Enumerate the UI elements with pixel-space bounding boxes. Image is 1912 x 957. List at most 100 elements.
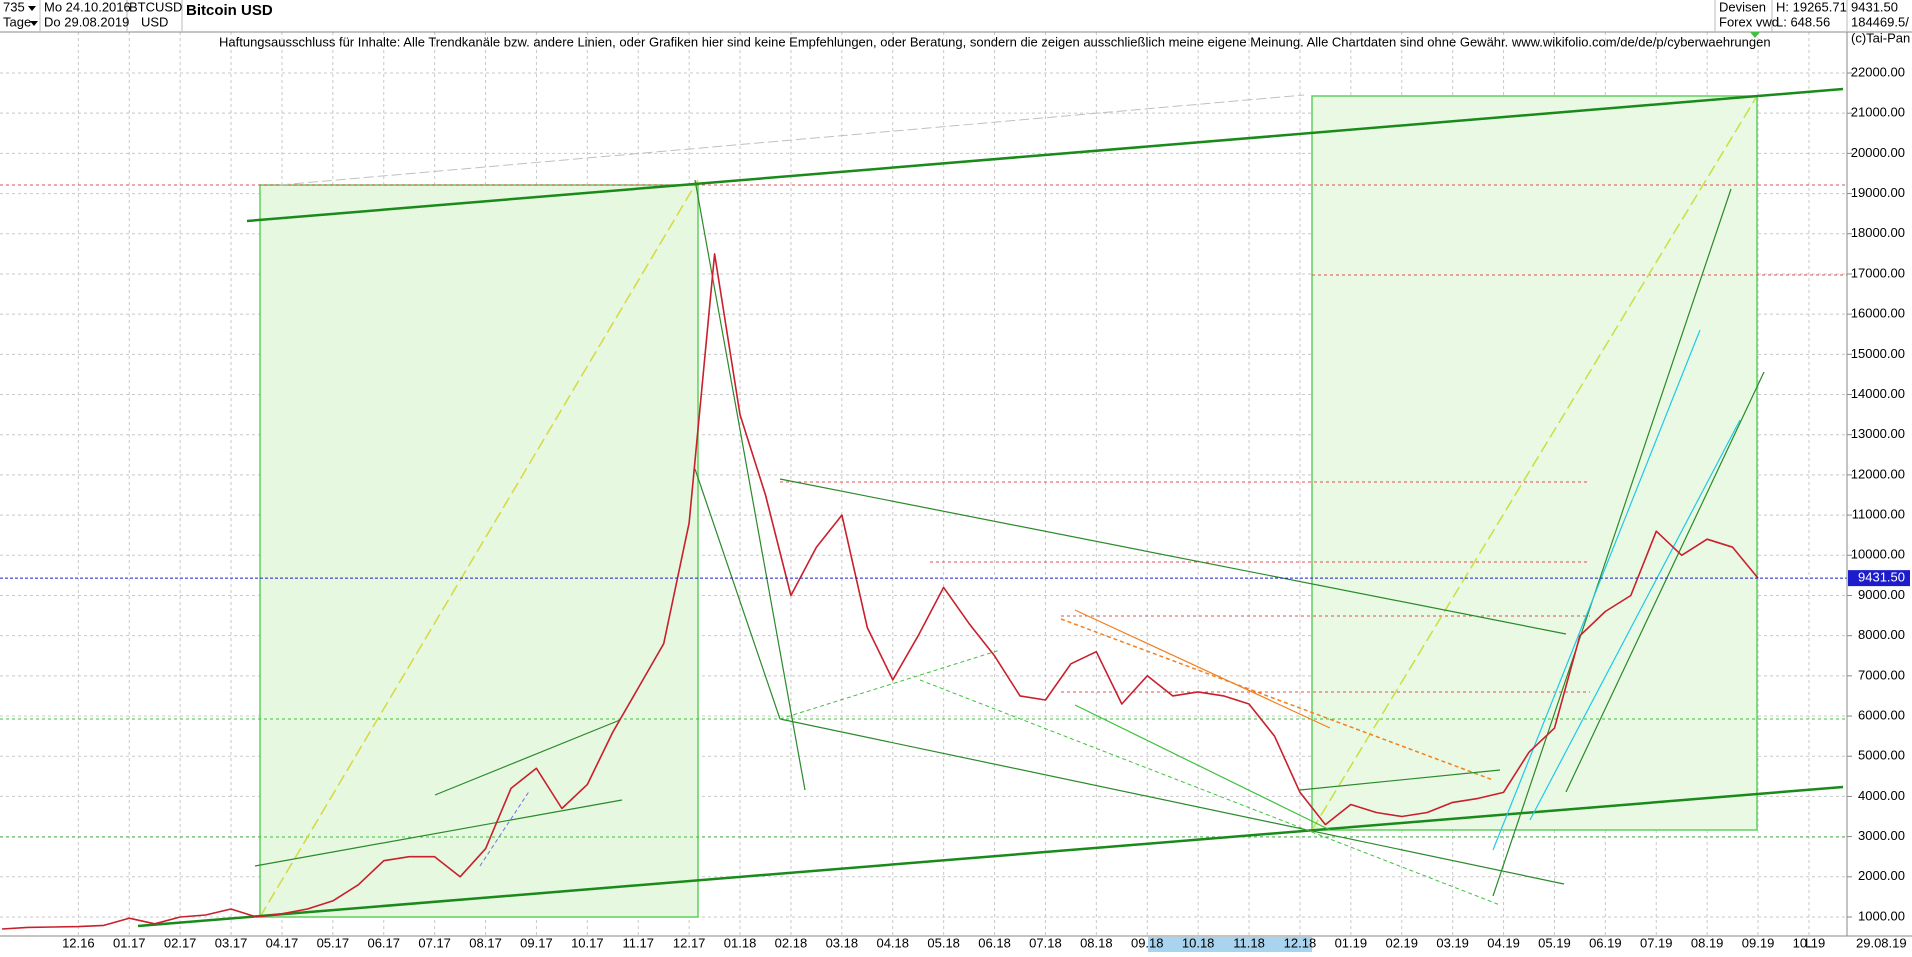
- y-tick-label: 11000.00: [1852, 507, 1905, 522]
- y-axis: 1000.00 2000.00 3000.00 4000.00 5000.00 6000.…: [1847, 64, 1910, 923]
- y-tick-label: 1000.00: [1858, 908, 1905, 923]
- currency: USD: [141, 14, 168, 29]
- y-tick-label: 13000.00: [1851, 426, 1905, 441]
- instrument-name: Bitcoin USD: [186, 2, 273, 19]
- y-tick-label: 12000.00: [1851, 466, 1905, 481]
- x-tick-label: 02.17: [164, 935, 197, 950]
- x-tick-label: 03.19: [1436, 935, 1469, 950]
- x-tick-label: 09.17: [520, 935, 553, 950]
- y-tick-label: 2000.00: [1858, 868, 1905, 883]
- last-price-label: 9431.50: [1858, 570, 1905, 585]
- x-tick-label: 05.17: [317, 935, 350, 950]
- period-count[interactable]: 735: [3, 0, 25, 14]
- disclaimer: Haftungsausschluss für Inhalte: Alle Tre…: [219, 34, 1771, 49]
- x-tick-label: 06.18: [978, 935, 1011, 950]
- selection-band: [1148, 937, 1312, 952]
- y-tick-label: 20000.00: [1851, 145, 1905, 160]
- x-tick-label: 09.18: [1131, 935, 1164, 950]
- x-tick-label: 04.19: [1487, 935, 1520, 950]
- trend-drawings: [0, 87, 1847, 928]
- x-axis: 12.16 01.17 02.17 03.17 04.17 05.17 06.17 07.17…: [62, 935, 1825, 950]
- market: Devisen: [1719, 0, 1766, 14]
- x-tick-label: 07.17: [418, 935, 451, 950]
- end-date: Do 29.08.2019: [44, 14, 129, 29]
- x-tick-label: 12.16: [62, 935, 95, 950]
- x-tick-label: 09.19: [1742, 935, 1775, 950]
- y-tick-label: 19000.00: [1851, 185, 1905, 200]
- x-axis-band: [0, 936, 1912, 952]
- trend-line: [1074, 704, 1331, 831]
- trend-line: [259, 179, 699, 918]
- x-tick-label: 03.18: [826, 935, 859, 950]
- y-tick-label: 10000.00: [1851, 547, 1905, 562]
- y-tick-label: 5000.00: [1858, 748, 1905, 763]
- volume: 184469.5/: [1851, 14, 1909, 29]
- x-tick-label: 10.19: [1793, 935, 1826, 950]
- price-line: [1, 253, 1759, 930]
- x-tick-label: 02.19: [1385, 935, 1418, 950]
- trend-line: [1311, 95, 1758, 831]
- trend-line: [279, 94, 1305, 186]
- trend-line: [779, 718, 1565, 885]
- x-tick-label: 02.18: [775, 935, 808, 950]
- x-tick-label: 07.18: [1029, 935, 1062, 950]
- symbol: BTCUSD: [129, 0, 182, 14]
- x-tick-label: 10.18: [1182, 935, 1215, 950]
- x-tick-label: 05.18: [927, 935, 960, 950]
- y-tick-label: 16000.00: [1851, 306, 1905, 321]
- trend-line: [1299, 769, 1501, 791]
- x-tick-label: 05.19: [1538, 935, 1571, 950]
- x-tick-label: 03.17: [215, 935, 248, 950]
- footer-date: 29.08.19: [1856, 935, 1907, 950]
- trend-line: [1565, 371, 1765, 793]
- y-tick-label: 22000.00: [1851, 64, 1905, 79]
- y-tick-label: 3000.00: [1858, 828, 1905, 843]
- x-tick-label: 08.17: [469, 935, 502, 950]
- start-date: Mo 24.10.2016: [44, 0, 131, 14]
- y-tick-label: 17000.00: [1851, 265, 1905, 280]
- trend-line: [919, 679, 1501, 906]
- x-tick-label: 12.17: [673, 935, 706, 950]
- x-tick-label: 01.19: [1335, 935, 1368, 950]
- trend-line: [434, 719, 621, 796]
- x-tick-label: 07.19: [1640, 935, 1673, 950]
- x-tick-label: 01.17: [113, 935, 146, 950]
- dropdown-icon[interactable]: [28, 6, 36, 11]
- x-tick-label: 08.19: [1691, 935, 1724, 950]
- y-tick-label: 14000.00: [1851, 386, 1905, 401]
- trend-line: [694, 179, 806, 791]
- high: H: 19265.71: [1776, 0, 1847, 14]
- x-tick-label: 01.18: [724, 935, 757, 950]
- header: [0, 0, 1912, 32]
- x-tick-label: 06.19: [1589, 935, 1622, 950]
- trend-line: [779, 478, 1567, 635]
- trend-line: [479, 789, 531, 867]
- trend-line: [1074, 609, 1331, 729]
- marker: [1750, 32, 1760, 38]
- trend-line: [694, 468, 781, 720]
- y-tick-label: 4000.00: [1858, 788, 1905, 803]
- x-tick-label: 11.18: [1233, 935, 1265, 950]
- y-tick-label: 8000.00: [1858, 627, 1905, 642]
- trend-line: [137, 785, 1844, 928]
- copyright: (c)Tai-Pan: [1851, 30, 1910, 45]
- scale-mode[interactable]: L: [1805, 935, 1812, 950]
- x-tick-label: 08.18: [1080, 935, 1113, 950]
- trend-line: [1492, 329, 1701, 851]
- y-tick-label: 9000.00: [1858, 587, 1905, 602]
- x-tick-label: 12.18: [1284, 935, 1317, 950]
- x-tick-label: 04.17: [266, 935, 299, 950]
- y-tick-label: 21000.00: [1851, 105, 1905, 120]
- trend-line: [1492, 188, 1732, 897]
- trend-line: [1529, 419, 1741, 821]
- y-tick-label: 6000.00: [1858, 707, 1905, 722]
- period-unit[interactable]: Tage: [3, 14, 31, 29]
- dropdown-icon[interactable]: [30, 21, 38, 26]
- low: L: 648.56: [1776, 14, 1830, 29]
- x-tick-label: 11.17: [622, 935, 654, 950]
- last: 9431.50: [1851, 0, 1898, 14]
- x-tick-label: 10.17: [571, 935, 604, 950]
- y-tick-label: 18000.00: [1851, 225, 1905, 240]
- x-tick-label: 06.17: [367, 935, 400, 950]
